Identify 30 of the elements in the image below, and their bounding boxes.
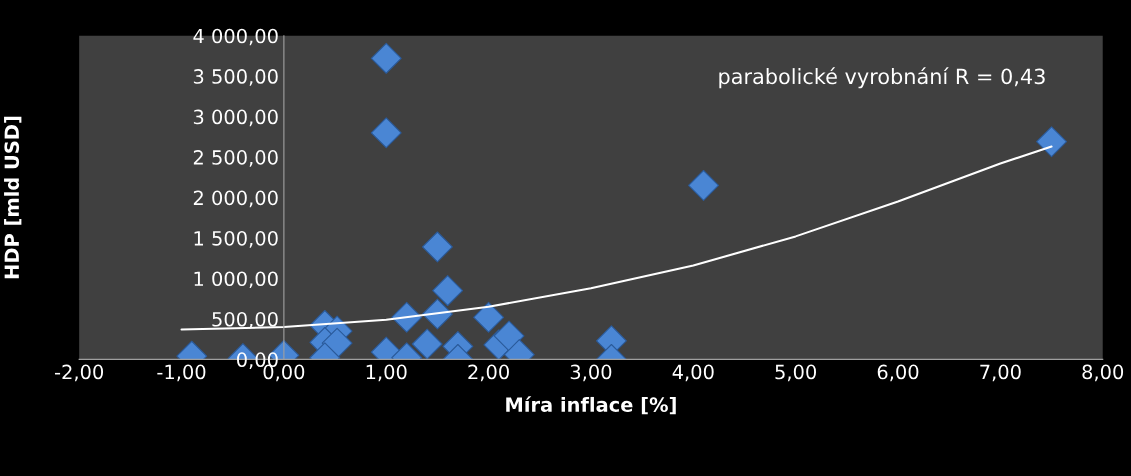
- annotation: parabolické vyrobnání R = 0,43: [719, 67, 1045, 89]
- y-tick-label: 3 000,00: [193, 109, 278, 127]
- y-tick-label: 2 500,00: [193, 150, 278, 167]
- point: [411, 328, 443, 360]
- x-tick-label: -2,00: [54, 364, 104, 382]
- point: [688, 169, 719, 201]
- point: [370, 117, 402, 149]
- point: [432, 275, 464, 307]
- x-tick-label: 4,00: [672, 364, 714, 382]
- x-tick-label: -1,00: [157, 364, 206, 382]
- x-tick-label: 7,00: [980, 364, 1021, 382]
- x-tick-label: 3,00: [570, 364, 612, 382]
- point: [1036, 126, 1067, 158]
- x-axis-title: Míra inflace [%]: [506, 396, 676, 415]
- point: [493, 320, 525, 352]
- y-axis-title: HDP [mld USD]: [4, 116, 22, 279]
- y-tick-label: 1 500,00: [194, 230, 278, 248]
- y-tick-label: 3 500,00: [193, 69, 278, 86]
- x-tick-label: 6,00: [877, 364, 919, 382]
- y-tick-label: 1 000,00: [194, 271, 278, 289]
- x-tick-label: 8,00: [1082, 364, 1124, 382]
- point: [473, 301, 505, 333]
- y-tick-label: 500,00: [212, 311, 278, 329]
- x-tick-label: 5,00: [775, 364, 817, 382]
- x-tick-label: 1,00: [366, 364, 407, 382]
- y-tick-label: 4 000,00: [193, 28, 278, 46]
- y-tick-label: 2 000,00: [193, 190, 278, 208]
- point: [421, 231, 453, 263]
- point: [370, 42, 402, 74]
- x-tick-label: 2,00: [468, 364, 509, 382]
